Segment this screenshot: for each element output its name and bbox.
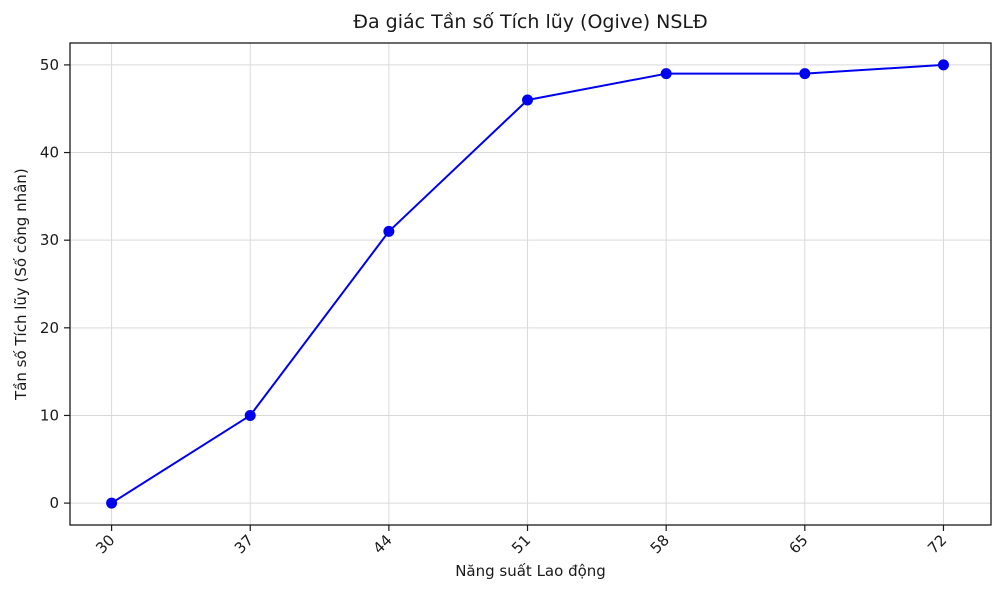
data-point-marker <box>244 409 256 421</box>
y-tick-label: 30 <box>40 231 59 249</box>
x-tick-label: 65 <box>785 531 811 557</box>
x-tick-label: 37 <box>231 531 257 557</box>
y-tick-label: 50 <box>40 56 59 74</box>
plot-frame <box>69 42 992 526</box>
x-tick-label: 58 <box>647 531 673 557</box>
data-point-marker <box>660 68 672 80</box>
x-tick-label: 44 <box>369 531 395 557</box>
y-tick-label: 0 <box>49 494 59 512</box>
x-axis-label: Năng suất Lao động <box>455 562 606 580</box>
data-point-marker <box>383 225 395 237</box>
chart-title: Đa giác Tần số Tích lũy (Ogive) NSLĐ <box>353 11 708 33</box>
y-tick-label: 20 <box>40 319 59 337</box>
x-tick-label: 51 <box>508 531 534 557</box>
data-point-marker <box>937 59 949 71</box>
x-tick-label: 72 <box>924 531 950 557</box>
y-tick-label: 40 <box>40 144 59 162</box>
y-tick-label: 10 <box>40 406 59 424</box>
data-point-marker <box>106 497 118 509</box>
data-point-marker <box>799 68 811 80</box>
data-point-marker <box>522 94 534 106</box>
x-tick-label: 30 <box>92 531 118 557</box>
